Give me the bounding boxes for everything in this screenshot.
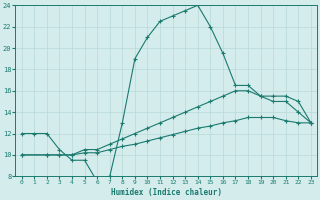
X-axis label: Humidex (Indice chaleur): Humidex (Indice chaleur) (111, 188, 222, 197)
